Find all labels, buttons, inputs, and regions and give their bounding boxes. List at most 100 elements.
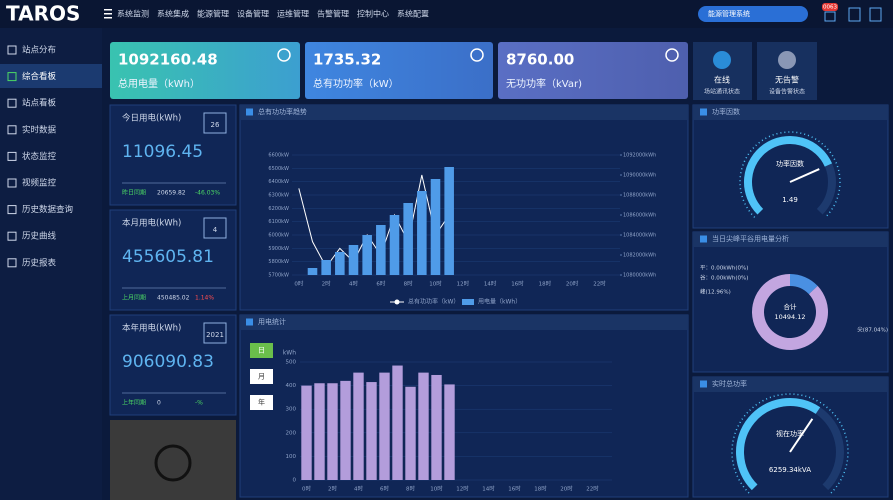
menu-item[interactable]: 控制中心 xyxy=(357,9,389,19)
sidebar-item[interactable]: 站点分布 xyxy=(22,45,56,56)
gauge-panel xyxy=(692,104,889,229)
panel-title: 实时总功率 xyxy=(712,379,747,388)
slice-label: 平：0.00kWh(0%) xyxy=(700,265,748,272)
y2-tick-label: 1088000kWh xyxy=(623,193,656,199)
gauge-panel xyxy=(692,376,889,498)
x-tick-label: 18时 xyxy=(534,485,547,493)
sidebar-item[interactable]: 历史报表 xyxy=(22,257,57,268)
y-tick-label: 5800kW xyxy=(268,259,289,265)
gauge-needle xyxy=(789,168,820,183)
alarm-icon[interactable] xyxy=(824,11,836,22)
menu-item[interactable]: 系统集成 xyxy=(157,9,189,19)
menu-item[interactable]: 系统配置 xyxy=(397,9,429,19)
kpi-card xyxy=(305,42,493,99)
x-tick-label: 14时 xyxy=(482,485,495,493)
y-tick-label: 5700kW xyxy=(268,273,289,279)
period-button[interactable] xyxy=(250,369,273,384)
x-tick-label: 0时 xyxy=(294,280,303,288)
legend-label: 总有功功率（kW） xyxy=(408,298,459,306)
sidebar-icon xyxy=(7,45,17,55)
stat-badge-text: 4 xyxy=(213,226,218,234)
stat-badge-text: 2021 xyxy=(206,331,224,339)
x-tick-label: 20时 xyxy=(560,485,573,493)
sidebar-icon xyxy=(7,151,17,161)
sidebar-item[interactable]: 历史曲线 xyxy=(22,231,57,242)
sidebar-item[interactable]: 综合看板 xyxy=(22,71,57,82)
stat-badge-text: 26 xyxy=(211,121,220,129)
sidebar-item[interactable]: 历史数据查询 xyxy=(22,204,73,215)
menu-item[interactable]: 设备管理 xyxy=(237,9,269,19)
sidebar-icon xyxy=(7,125,17,135)
search-box[interactable] xyxy=(698,6,808,22)
x-tick-label: 16时 xyxy=(511,280,524,288)
gauge-label: 视在功率 xyxy=(776,429,804,438)
menu-icon xyxy=(104,13,112,15)
menu-item[interactable]: 能源管理 xyxy=(197,9,229,19)
stat-title: 今日用电(kWh) xyxy=(122,113,181,124)
stat-prev: 450485.02 xyxy=(157,295,190,302)
bar xyxy=(418,372,429,480)
button-label[interactable]: 月 xyxy=(258,373,265,381)
sidebar-icon xyxy=(7,72,17,82)
stat-compare: 上年同期 xyxy=(122,399,146,407)
panel-header xyxy=(693,377,888,392)
slice-label: 谷：0.00kWh(0%) xyxy=(700,274,748,282)
stat-value: 906090.83 xyxy=(122,352,214,372)
sidebar-item[interactable]: 视频监控 xyxy=(22,178,57,189)
y-tick-label: 500 xyxy=(286,360,297,366)
y-tick-label: 6200kW xyxy=(268,206,289,212)
sidebar-item[interactable]: 站点看板 xyxy=(22,98,57,109)
stat-prev: 20659.82 xyxy=(157,190,186,197)
building-icon[interactable] xyxy=(848,7,861,22)
y-tick-label: 200 xyxy=(286,430,297,436)
y-tick-label: 6300kW xyxy=(268,193,289,199)
stat-badge xyxy=(203,217,227,239)
x-tick-label: 22时 xyxy=(586,485,599,493)
menu-icon[interactable] xyxy=(104,9,112,11)
bar xyxy=(348,245,359,275)
sidebar-item[interactable]: 状态监控 xyxy=(22,151,57,162)
x-tick-label: 4时 xyxy=(349,280,358,288)
y-tick-label: 6600kW xyxy=(268,153,289,159)
sidebar-icon xyxy=(7,98,17,108)
donut-center-label: 合计 xyxy=(784,302,798,311)
user-icon[interactable] xyxy=(869,7,882,22)
stat-prev: 0 xyxy=(157,400,161,407)
title-marker xyxy=(700,380,707,388)
sidebar-item[interactable]: 实时数据 xyxy=(22,124,57,135)
menu-item[interactable]: 运维管理 xyxy=(277,9,309,19)
x-tick-label: 16时 xyxy=(508,485,521,493)
sidebar-icon xyxy=(7,258,17,268)
status-sub: 场站通讯状态 xyxy=(704,88,740,96)
stat-badge xyxy=(203,322,227,344)
stat-change: -46.03% xyxy=(195,190,220,197)
donut-center-value: 10494.12 xyxy=(774,313,805,321)
x-tick-label: 8时 xyxy=(406,485,415,493)
card-icon xyxy=(277,48,291,62)
x-tick-label: 0时 xyxy=(302,485,311,493)
bar xyxy=(353,372,364,480)
y-tick-label: 6100kW xyxy=(268,219,289,225)
y2-tick-label: 1080000kWh xyxy=(623,273,656,279)
bar xyxy=(376,225,386,275)
y2-tick-label: 1082000kWh xyxy=(623,253,656,259)
button-label[interactable]: 年 xyxy=(258,398,265,407)
menu-item[interactable]: 系统监测 xyxy=(117,9,149,19)
card-label: 总有功功率（kW） xyxy=(313,77,399,90)
button-label[interactable]: 日 xyxy=(258,347,265,355)
status-sub: 设备告警状态 xyxy=(769,88,805,96)
y2-tick-label: 1090000kWh xyxy=(623,173,656,179)
bar xyxy=(321,260,331,275)
y2-tick-label: 1086000kWh xyxy=(623,213,656,219)
unit-label: kWh xyxy=(283,350,296,357)
x-tick-label: 10时 xyxy=(429,280,442,288)
sidebar-icon xyxy=(7,231,17,241)
panel-title: 当日尖峰平谷用电量分析 xyxy=(712,234,789,243)
panel-header xyxy=(693,232,888,247)
menu-item[interactable]: 告警管理 xyxy=(317,9,349,19)
gauge-ring xyxy=(731,393,849,494)
period-button[interactable] xyxy=(250,343,273,358)
bar xyxy=(430,179,441,275)
panel-title: 功率因数 xyxy=(712,107,740,116)
period-button[interactable] xyxy=(250,395,273,410)
